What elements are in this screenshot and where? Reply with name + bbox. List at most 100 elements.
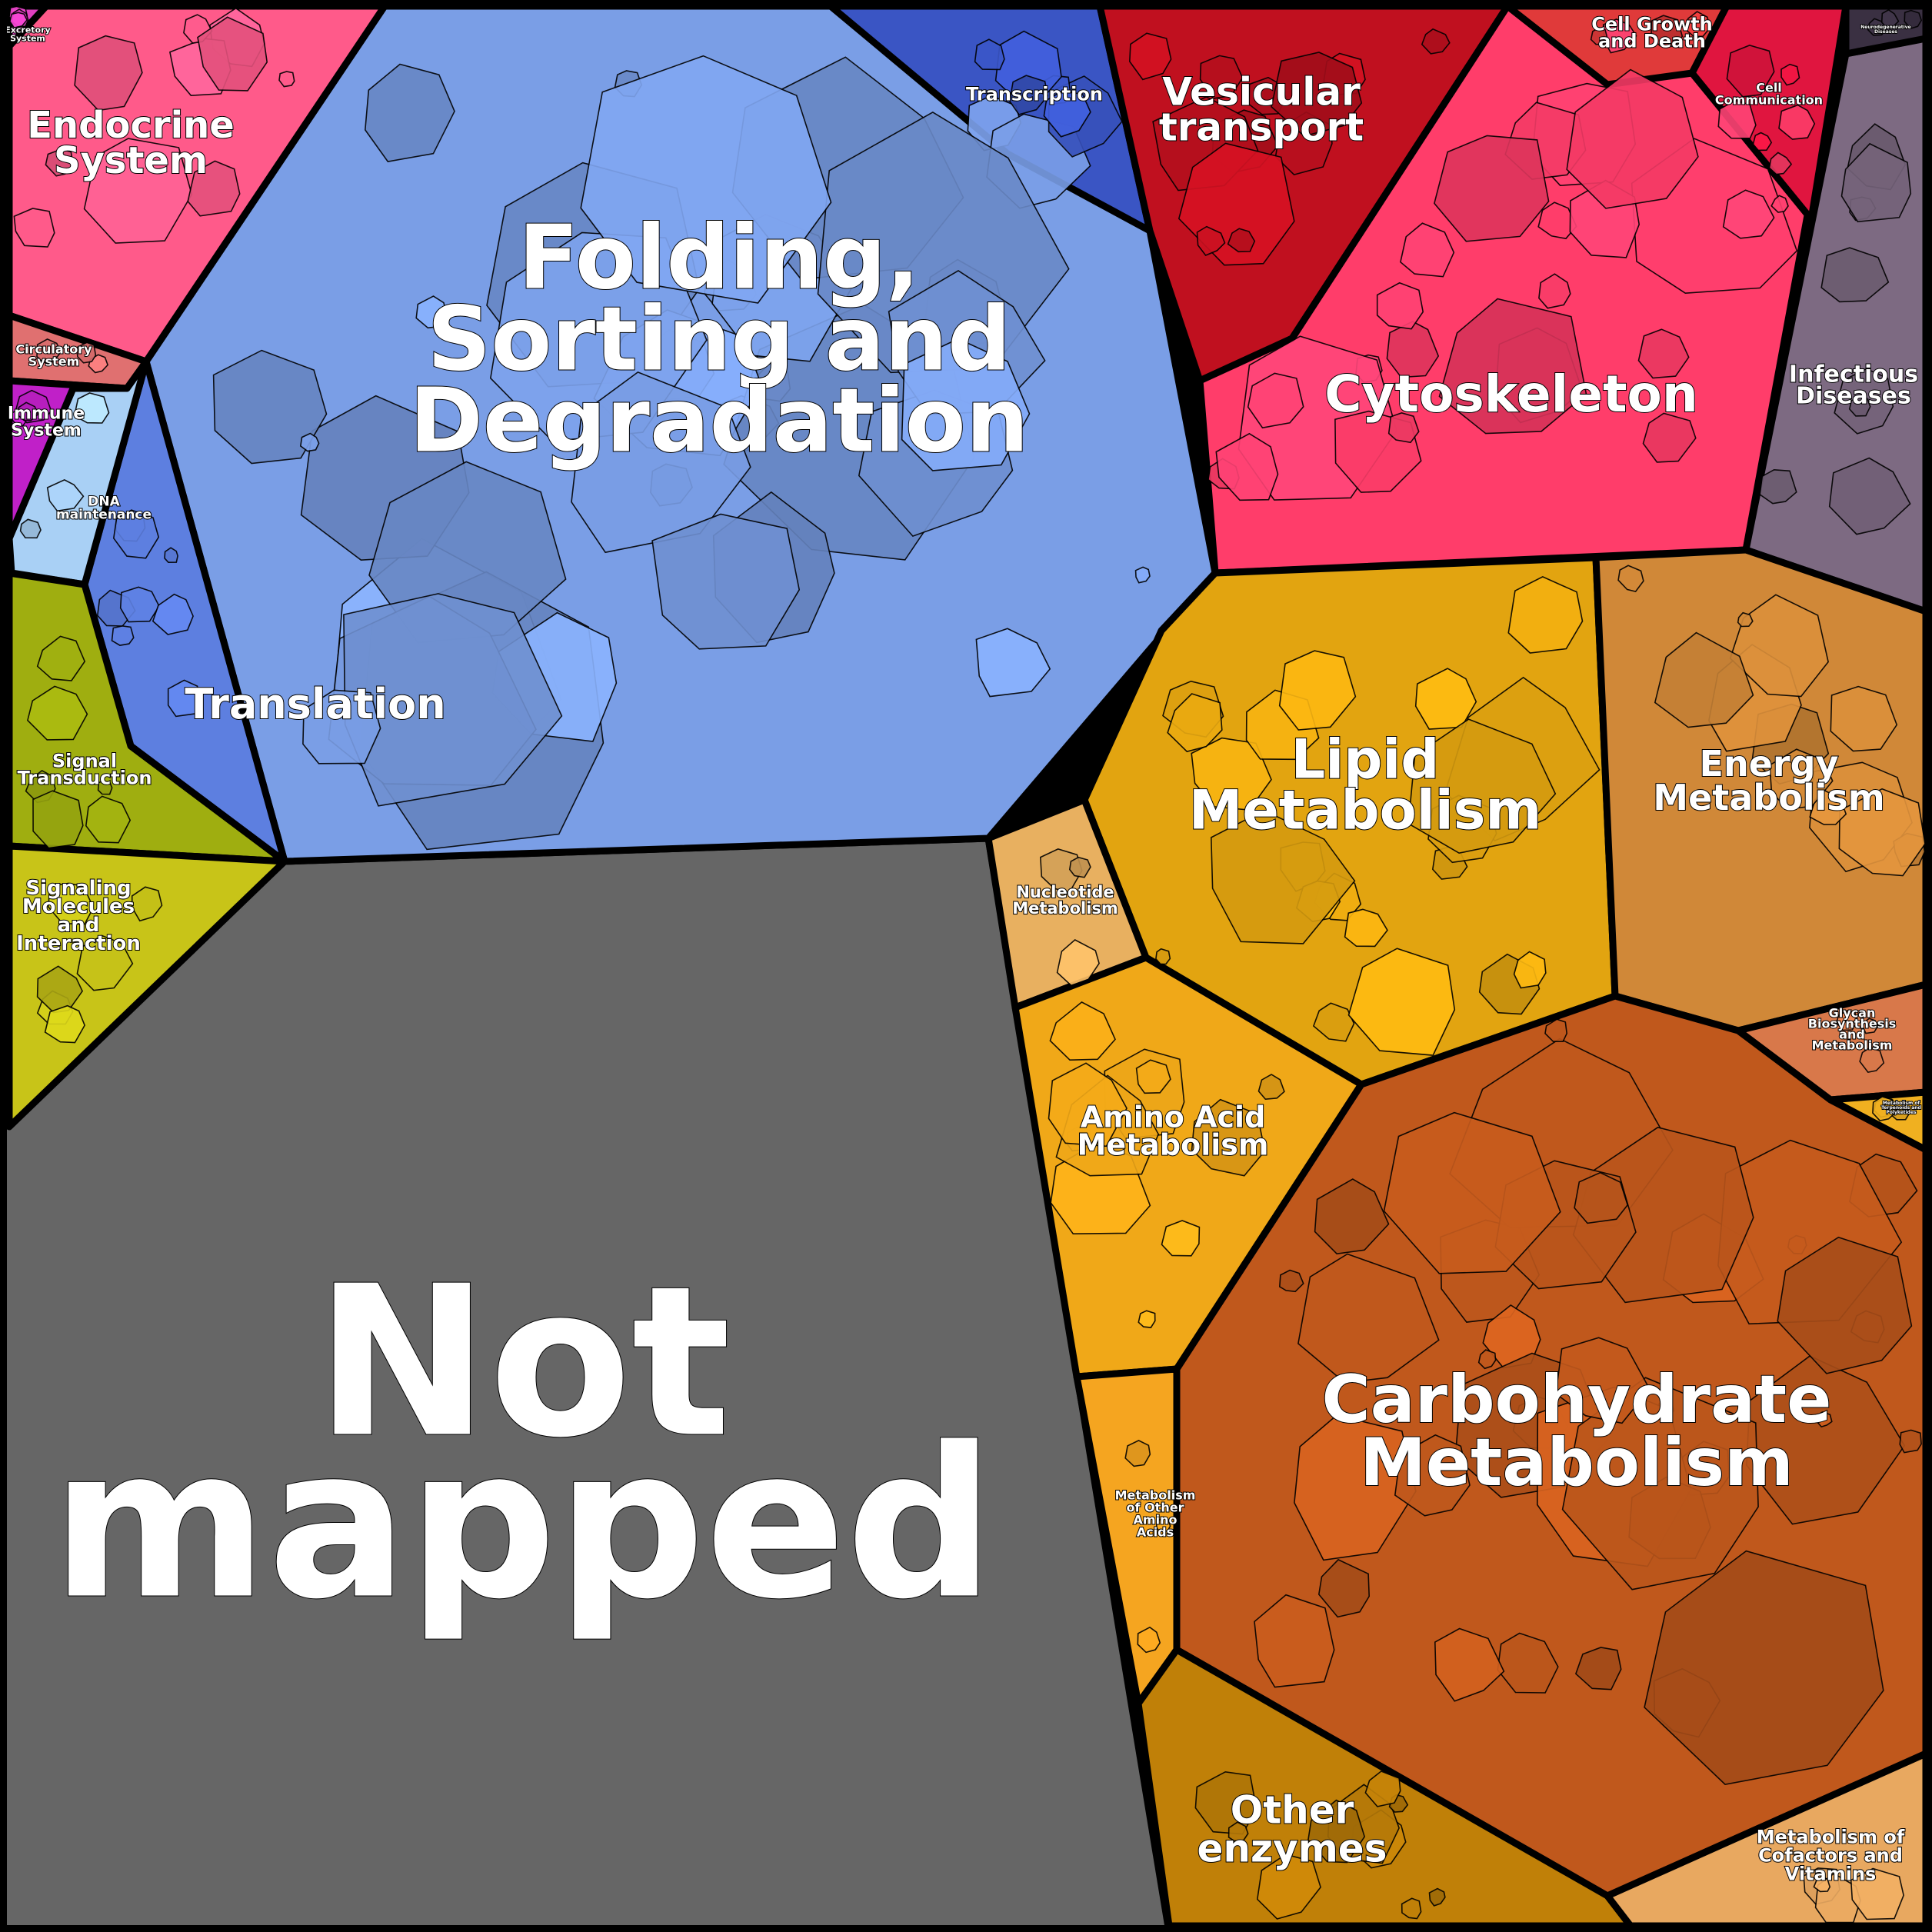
subcell bbox=[1344, 908, 1388, 948]
label-line: enzymes bbox=[1198, 1827, 1387, 1871]
subcell bbox=[1155, 948, 1171, 965]
subcell bbox=[580, 55, 832, 304]
label-cell-growth: Cell Growth and Death bbox=[1591, 13, 1712, 52]
label-line: Infectious bbox=[1789, 361, 1918, 388]
subcell bbox=[1400, 222, 1455, 278]
subcells-endocrine bbox=[13, 7, 295, 248]
subcell bbox=[1199, 55, 1244, 99]
label-line: Metabolism of bbox=[1757, 1826, 1905, 1847]
label-endocrine: Endocrine System bbox=[27, 104, 235, 182]
subcell bbox=[1642, 412, 1697, 463]
subcell bbox=[302, 689, 381, 764]
subcells-vesicular bbox=[1128, 28, 1451, 266]
label-circulatory: Circulatory System bbox=[15, 342, 92, 369]
subcells-amino-acid bbox=[1048, 1001, 1285, 1328]
subcell bbox=[1513, 951, 1547, 989]
subcell bbox=[1039, 848, 1083, 894]
label-line: Amino bbox=[1134, 1513, 1178, 1527]
subcells-layer bbox=[8, 5, 1926, 1924]
label-line: DNA bbox=[88, 495, 120, 510]
subcell bbox=[1507, 576, 1584, 654]
subcell bbox=[1561, 1377, 1759, 1591]
subcells-signaling-molecules bbox=[36, 882, 163, 1044]
subcell bbox=[975, 628, 1051, 698]
label-immune: Immune System bbox=[8, 405, 85, 441]
subcell bbox=[1813, 1876, 1831, 1893]
label-line: transport bbox=[1159, 105, 1364, 150]
subcell bbox=[75, 341, 97, 364]
subcell bbox=[1256, 1854, 1321, 1920]
subcell bbox=[1840, 142, 1912, 223]
subcell bbox=[1434, 1627, 1505, 1702]
subcell bbox=[1048, 1062, 1128, 1148]
subcell bbox=[1314, 1178, 1390, 1255]
label-line: Translation bbox=[185, 680, 445, 728]
label-line: Interaction bbox=[16, 932, 141, 955]
label-line: and bbox=[1839, 1028, 1865, 1042]
subcell bbox=[46, 479, 85, 512]
label-signal-transduction: Signal Transduction bbox=[18, 750, 152, 788]
label-not-mapped: Not mapped bbox=[52, 1241, 994, 1645]
label-line: System bbox=[10, 33, 45, 43]
subcell bbox=[1850, 1867, 1904, 1920]
subcells-cell-growth bbox=[1590, 11, 1710, 48]
label-line: mapped bbox=[52, 1403, 994, 1645]
subcell bbox=[1167, 693, 1223, 753]
subcell bbox=[1161, 1220, 1201, 1257]
subcell bbox=[1820, 247, 1890, 303]
subcell bbox=[1383, 1111, 1561, 1274]
labels-layer: Not mapped Folding, Sorting and Degradation T… bbox=[4, 12, 1922, 1885]
subcell bbox=[1137, 1626, 1161, 1654]
subcell bbox=[1134, 566, 1151, 584]
subcell bbox=[1815, 1411, 1833, 1428]
subcell bbox=[1809, 789, 1847, 825]
subcells-terpenoids bbox=[1872, 1095, 1910, 1121]
subcells-immune bbox=[10, 389, 52, 427]
subcells-signal-transduction bbox=[25, 635, 132, 849]
label-glycan: Glycan Biosynthesis and Metabolism bbox=[1808, 1006, 1896, 1053]
subcell bbox=[111, 625, 135, 646]
subcell bbox=[1138, 1310, 1156, 1328]
label-line: Transcription bbox=[966, 83, 1103, 105]
subcell bbox=[83, 138, 193, 244]
subcell bbox=[1196, 225, 1226, 256]
subcells-circulatory bbox=[36, 338, 109, 374]
label-line: Energy bbox=[1700, 743, 1839, 784]
subcell bbox=[415, 295, 448, 329]
label-replication: DNA maintenance bbox=[56, 495, 152, 523]
subcell bbox=[131, 886, 163, 922]
label-line: Metabolism bbox=[1078, 1128, 1269, 1161]
subcell bbox=[1278, 1269, 1304, 1293]
subcell bbox=[1278, 650, 1357, 731]
subcells-excretory bbox=[8, 5, 29, 28]
subcell bbox=[1056, 939, 1100, 987]
subcell bbox=[1068, 856, 1091, 878]
label-line: System bbox=[54, 139, 208, 182]
subcell bbox=[1737, 611, 1754, 628]
subcell bbox=[1574, 1647, 1622, 1690]
subcell bbox=[32, 790, 84, 849]
subcell bbox=[85, 795, 132, 844]
label-line: System bbox=[11, 421, 82, 441]
subcell bbox=[1043, 90, 1091, 138]
label-line: Signaling bbox=[25, 877, 131, 900]
label-line: Circulatory bbox=[15, 342, 92, 357]
label-energy: Energy Metabolism bbox=[1653, 743, 1884, 818]
subcell bbox=[1590, 27, 1608, 45]
label-line: Not bbox=[315, 1241, 731, 1484]
subcell bbox=[1904, 9, 1923, 30]
label-line: Terpenoids and bbox=[1881, 1105, 1921, 1111]
subcell bbox=[901, 338, 1031, 471]
label-carbohydrate: Carbohydrate Metabolism bbox=[1322, 1361, 1832, 1501]
subcell bbox=[73, 392, 110, 424]
label-line: Neurodegenerative bbox=[1860, 25, 1910, 30]
subcells-carbohydrate bbox=[1254, 1018, 1922, 1785]
label-transcription: Transcription bbox=[966, 83, 1103, 105]
label-nucleotide: Nucleotide Metabolism bbox=[1012, 883, 1118, 918]
label-line: Acids bbox=[1137, 1525, 1174, 1540]
subcell bbox=[1364, 1770, 1401, 1807]
subcell bbox=[1835, 1010, 1858, 1031]
subcell bbox=[1008, 75, 1049, 115]
subcells-replication bbox=[19, 392, 110, 539]
